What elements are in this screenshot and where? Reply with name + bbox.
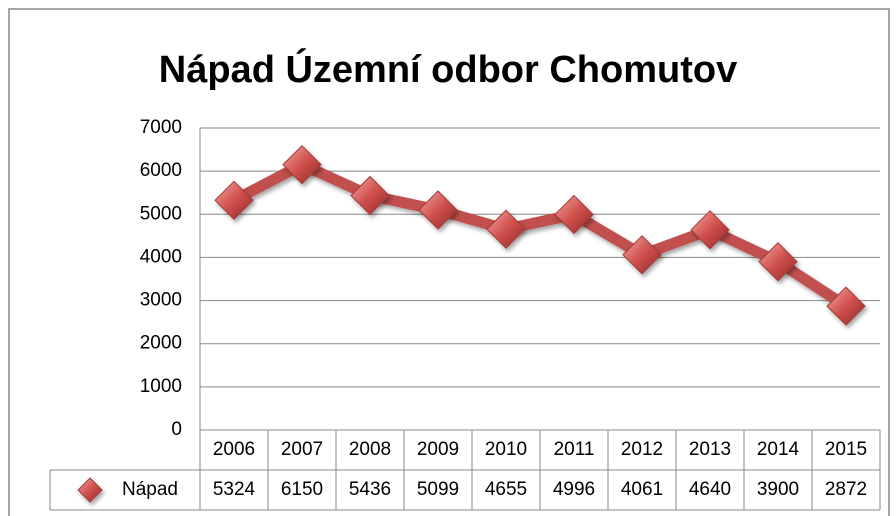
x-tick-label: 2006 (213, 439, 255, 460)
marker (214, 180, 254, 221)
table-value: 4655 (485, 479, 527, 500)
table-value: 4061 (621, 479, 663, 500)
marker (486, 209, 526, 249)
table-value: 5436 (349, 479, 391, 500)
x-tick-label: 2012 (621, 439, 663, 460)
chart-title: Nápad Územní odbor Chomutov (159, 47, 737, 91)
x-tick-label: 2008 (349, 439, 391, 460)
x-tick-label: 2010 (485, 439, 527, 460)
x-tick-label: 2011 (554, 439, 595, 460)
y-tick-label: 1000 (140, 376, 182, 397)
table-value: 4640 (689, 479, 731, 500)
legend-label: Nápad (122, 479, 178, 500)
legend-marker (77, 477, 103, 503)
y-tick-label: 6000 (140, 160, 182, 181)
marker (826, 286, 866, 326)
y-tick-label: 3000 (140, 290, 182, 311)
y-tick-label: 0 (171, 419, 182, 440)
table-value: 4996 (553, 479, 595, 500)
marker (282, 144, 322, 185)
x-tick-label: 2009 (417, 439, 459, 460)
chart-border (8, 8, 890, 516)
x-tick-label: 2015 (825, 439, 867, 460)
marker (350, 175, 390, 216)
table-value: 3900 (757, 479, 799, 500)
table-value: 6150 (281, 479, 323, 500)
y-tick-label: 2000 (140, 333, 182, 354)
y-tick-label: 4000 (140, 246, 182, 267)
series-line (228, 159, 852, 312)
marker (690, 210, 730, 250)
x-tick-label: 2013 (689, 439, 731, 460)
marker (418, 190, 458, 230)
marker (622, 235, 662, 275)
y-tick-label: 5000 (140, 203, 182, 224)
table-value: 5324 (213, 479, 256, 500)
y-tick-label: 7000 (140, 117, 182, 138)
marker (554, 194, 594, 235)
x-tick-label: 2007 (281, 439, 323, 460)
table-value: 2872 (825, 479, 867, 500)
x-tick-label: 2014 (757, 439, 800, 460)
table-value: 5099 (417, 479, 459, 500)
marker (758, 242, 798, 282)
